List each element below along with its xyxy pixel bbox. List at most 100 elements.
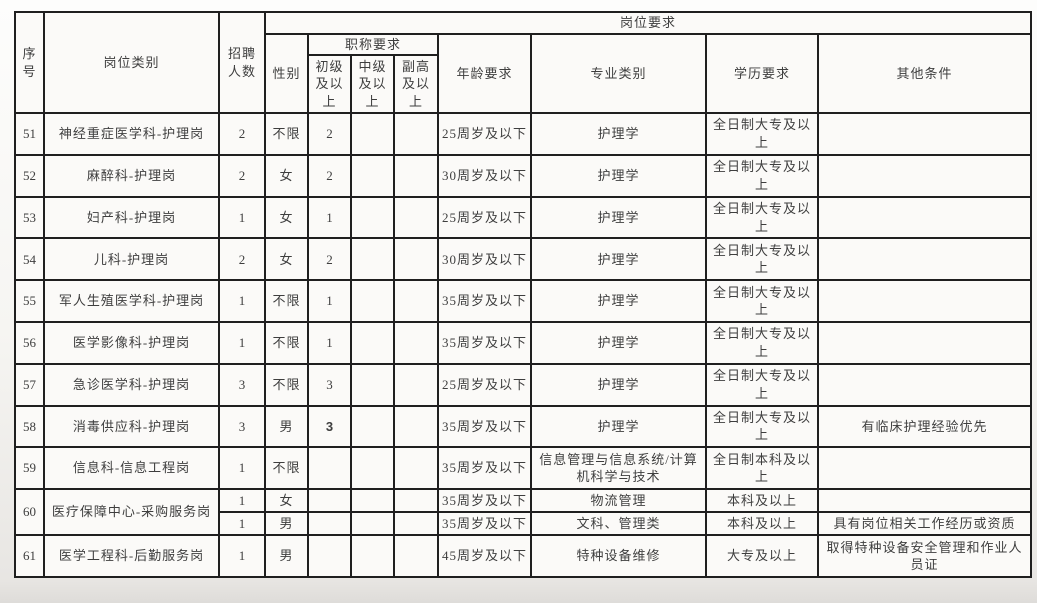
header-major: 专业类别 — [530, 32, 707, 115]
cell-gender: 不限 — [264, 279, 309, 323]
cell-education: 大专及以上 — [705, 534, 819, 578]
cell-intermediate — [350, 195, 395, 240]
cell-serial: 57 — [14, 362, 45, 407]
cell-category: 神经重症医学科-护理岗 — [43, 112, 220, 156]
cell-category: 消毒供应科-护理岗 — [43, 404, 220, 449]
cell-category: 妇产科-护理岗 — [43, 195, 220, 240]
cell-age: 25周岁及以下 — [437, 112, 532, 156]
cell-serial: 54 — [14, 237, 45, 282]
cell-intermediate — [350, 404, 395, 449]
cell-senior — [393, 112, 439, 156]
table-row: 51 神经重症医学科-护理岗 2 不限 2 25周岁及以下 护理学 全日制大专及以上 — [14, 112, 1033, 156]
cell-senior — [393, 237, 439, 282]
cell-junior: 3 — [307, 362, 352, 407]
table-header: 序号 岗位类别 招聘人数 岗位要求 性别 职称要求 年龄要求 专业类别 学历要求… — [14, 10, 1033, 115]
cell-gender: 女 — [264, 237, 309, 282]
cell-age: 35周岁及以下 — [437, 446, 532, 491]
cell-senior — [393, 534, 439, 578]
cell-age: 30周岁及以下 — [437, 237, 532, 282]
table-row: 53 妇产科-护理岗 1 女 1 25周岁及以下 护理学 全日制大专及以上 — [14, 195, 1033, 240]
document-page: 序号 岗位类别 招聘人数 岗位要求 性别 职称要求 年龄要求 专业类别 学历要求… — [14, 10, 1033, 578]
cell-intermediate — [350, 511, 395, 537]
cell-major: 文科、管理类 — [530, 511, 707, 537]
cell-education: 全日制大专及以上 — [705, 112, 819, 156]
cell-major: 护理学 — [530, 195, 707, 240]
cell-education: 全日制大专及以上 — [705, 195, 819, 240]
table-row: 1 男 35周岁及以下 文科、管理类 本科及以上 具有岗位相关工作经历或资质 — [15, 511, 1033, 537]
cell-junior — [307, 488, 352, 514]
cell-serial: 52 — [14, 153, 45, 198]
cell-category: 儿科-护理岗 — [43, 237, 220, 282]
cell-serial: 51 — [14, 112, 45, 156]
cell-education: 全日制大专及以上 — [705, 153, 819, 198]
table-row: 58 消毒供应科-护理岗 3 男 3 35周岁及以下 护理学 全日制大专及以上 有临床护理经验优… — [14, 404, 1033, 449]
cell-intermediate — [350, 237, 395, 282]
cell-junior: 2 — [307, 112, 352, 156]
cell-gender: 女 — [264, 153, 309, 198]
cell-category: 军人生殖医学科-护理岗 — [43, 279, 220, 323]
cell-gender: 女 — [264, 488, 309, 514]
cell-gender: 男 — [264, 404, 309, 449]
cell-major: 物流管理 — [530, 488, 707, 514]
cell-category: 麻醉科-护理岗 — [43, 153, 220, 198]
cell-junior: 2 — [307, 153, 352, 198]
header-gender: 性别 — [264, 32, 309, 115]
cell-serial: 61 — [14, 534, 45, 578]
table-row: 59 信息科-信息工程岗 1 不限 35周岁及以下 信息管理与信息系统/计算机科学与技术全… — [14, 446, 1033, 491]
cell-other: 有临床护理经验优先 — [816, 404, 1033, 449]
cell-other — [816, 446, 1033, 491]
table-row: 60 医疗保障中心-采购服务岗 1 女 35周岁及以下 物流管理 本科及以上 — [14, 488, 1033, 537]
cell-junior — [307, 534, 352, 578]
cell-senior — [393, 195, 439, 240]
cell-junior: 1 — [307, 321, 352, 365]
cell-education: 全日制大专及以上 — [705, 279, 819, 323]
cell-serial: 58 — [14, 404, 45, 449]
cell-other — [816, 321, 1033, 365]
cell-junior — [307, 446, 352, 491]
cell-age: 35周岁及以下 — [437, 511, 532, 537]
cell-junior: 1 — [307, 195, 352, 240]
cell-education: 本科及以上 — [705, 488, 819, 514]
header-row-1: 序号 岗位类别 招聘人数 岗位要求 — [14, 10, 1033, 115]
cell-category: 医学工程科-后勤服务岗 — [43, 534, 220, 578]
cell-education: 全日制大专及以上 — [705, 321, 819, 365]
cell-age: 35周岁及以下 — [437, 404, 532, 449]
cell-other — [816, 153, 1033, 198]
cell-intermediate — [350, 446, 395, 491]
table-row: 61 医学工程科-后勤服务岗 1 男 45周岁及以下 特种设备维修 大专及以上 取得特种设备安… — [14, 534, 1033, 578]
cell-serial: 56 — [14, 321, 45, 365]
cell-major: 护理学 — [530, 237, 707, 282]
cell-other — [816, 362, 1033, 407]
cell-senior — [393, 511, 439, 537]
header-education: 学历要求 — [705, 32, 819, 115]
cell-gender: 女 — [264, 195, 309, 240]
cell-intermediate — [350, 112, 395, 156]
cell-education: 全日制大专及以上 — [705, 362, 819, 407]
cell-other — [816, 488, 1033, 514]
cell-category: 医学影像科-护理岗 — [43, 321, 220, 365]
cell-category: 医疗保障中心-采购服务岗 — [43, 488, 220, 537]
header-count: 招聘人数 — [218, 10, 266, 115]
cell-serial: 60 — [14, 488, 45, 537]
table-row: 56 医学影像科-护理岗 1 不限 1 35周岁及以下 护理学 全日制大专及以上 — [14, 321, 1033, 365]
table-row: 57 急诊医学科-护理岗 3 不限 3 25周岁及以下 护理学 全日制大专及以上 — [14, 362, 1033, 407]
cell-junior: 2 — [307, 237, 352, 282]
cell-major: 护理学 — [530, 153, 707, 198]
cell-gender: 男 — [264, 511, 309, 537]
cell-education: 全日制大专及以上 — [705, 237, 819, 282]
cell-count: 2 — [218, 112, 266, 156]
cell-age: 25周岁及以下 — [437, 195, 532, 240]
header-category: 岗位类别 — [43, 10, 220, 115]
cell-age: 45周岁及以下 — [437, 534, 532, 578]
cell-serial: 59 — [14, 446, 45, 491]
cell-intermediate — [350, 362, 395, 407]
header-row-3: 初级及以上 中级及以上 副高及以上 — [15, 54, 1031, 115]
cell-other — [816, 112, 1033, 156]
header-row-2: 性别 职称要求 年龄要求 专业类别 学历要求 其他条件 — [15, 32, 1033, 115]
cell-major: 信息管理与信息系统/计算机科学与技术 — [530, 446, 707, 491]
header-serial: 序号 — [14, 10, 45, 115]
cell-gender: 不限 — [264, 321, 309, 365]
cell-age: 35周岁及以下 — [437, 488, 532, 514]
cell-serial: 55 — [14, 279, 45, 323]
cell-age: 25周岁及以下 — [437, 362, 532, 407]
